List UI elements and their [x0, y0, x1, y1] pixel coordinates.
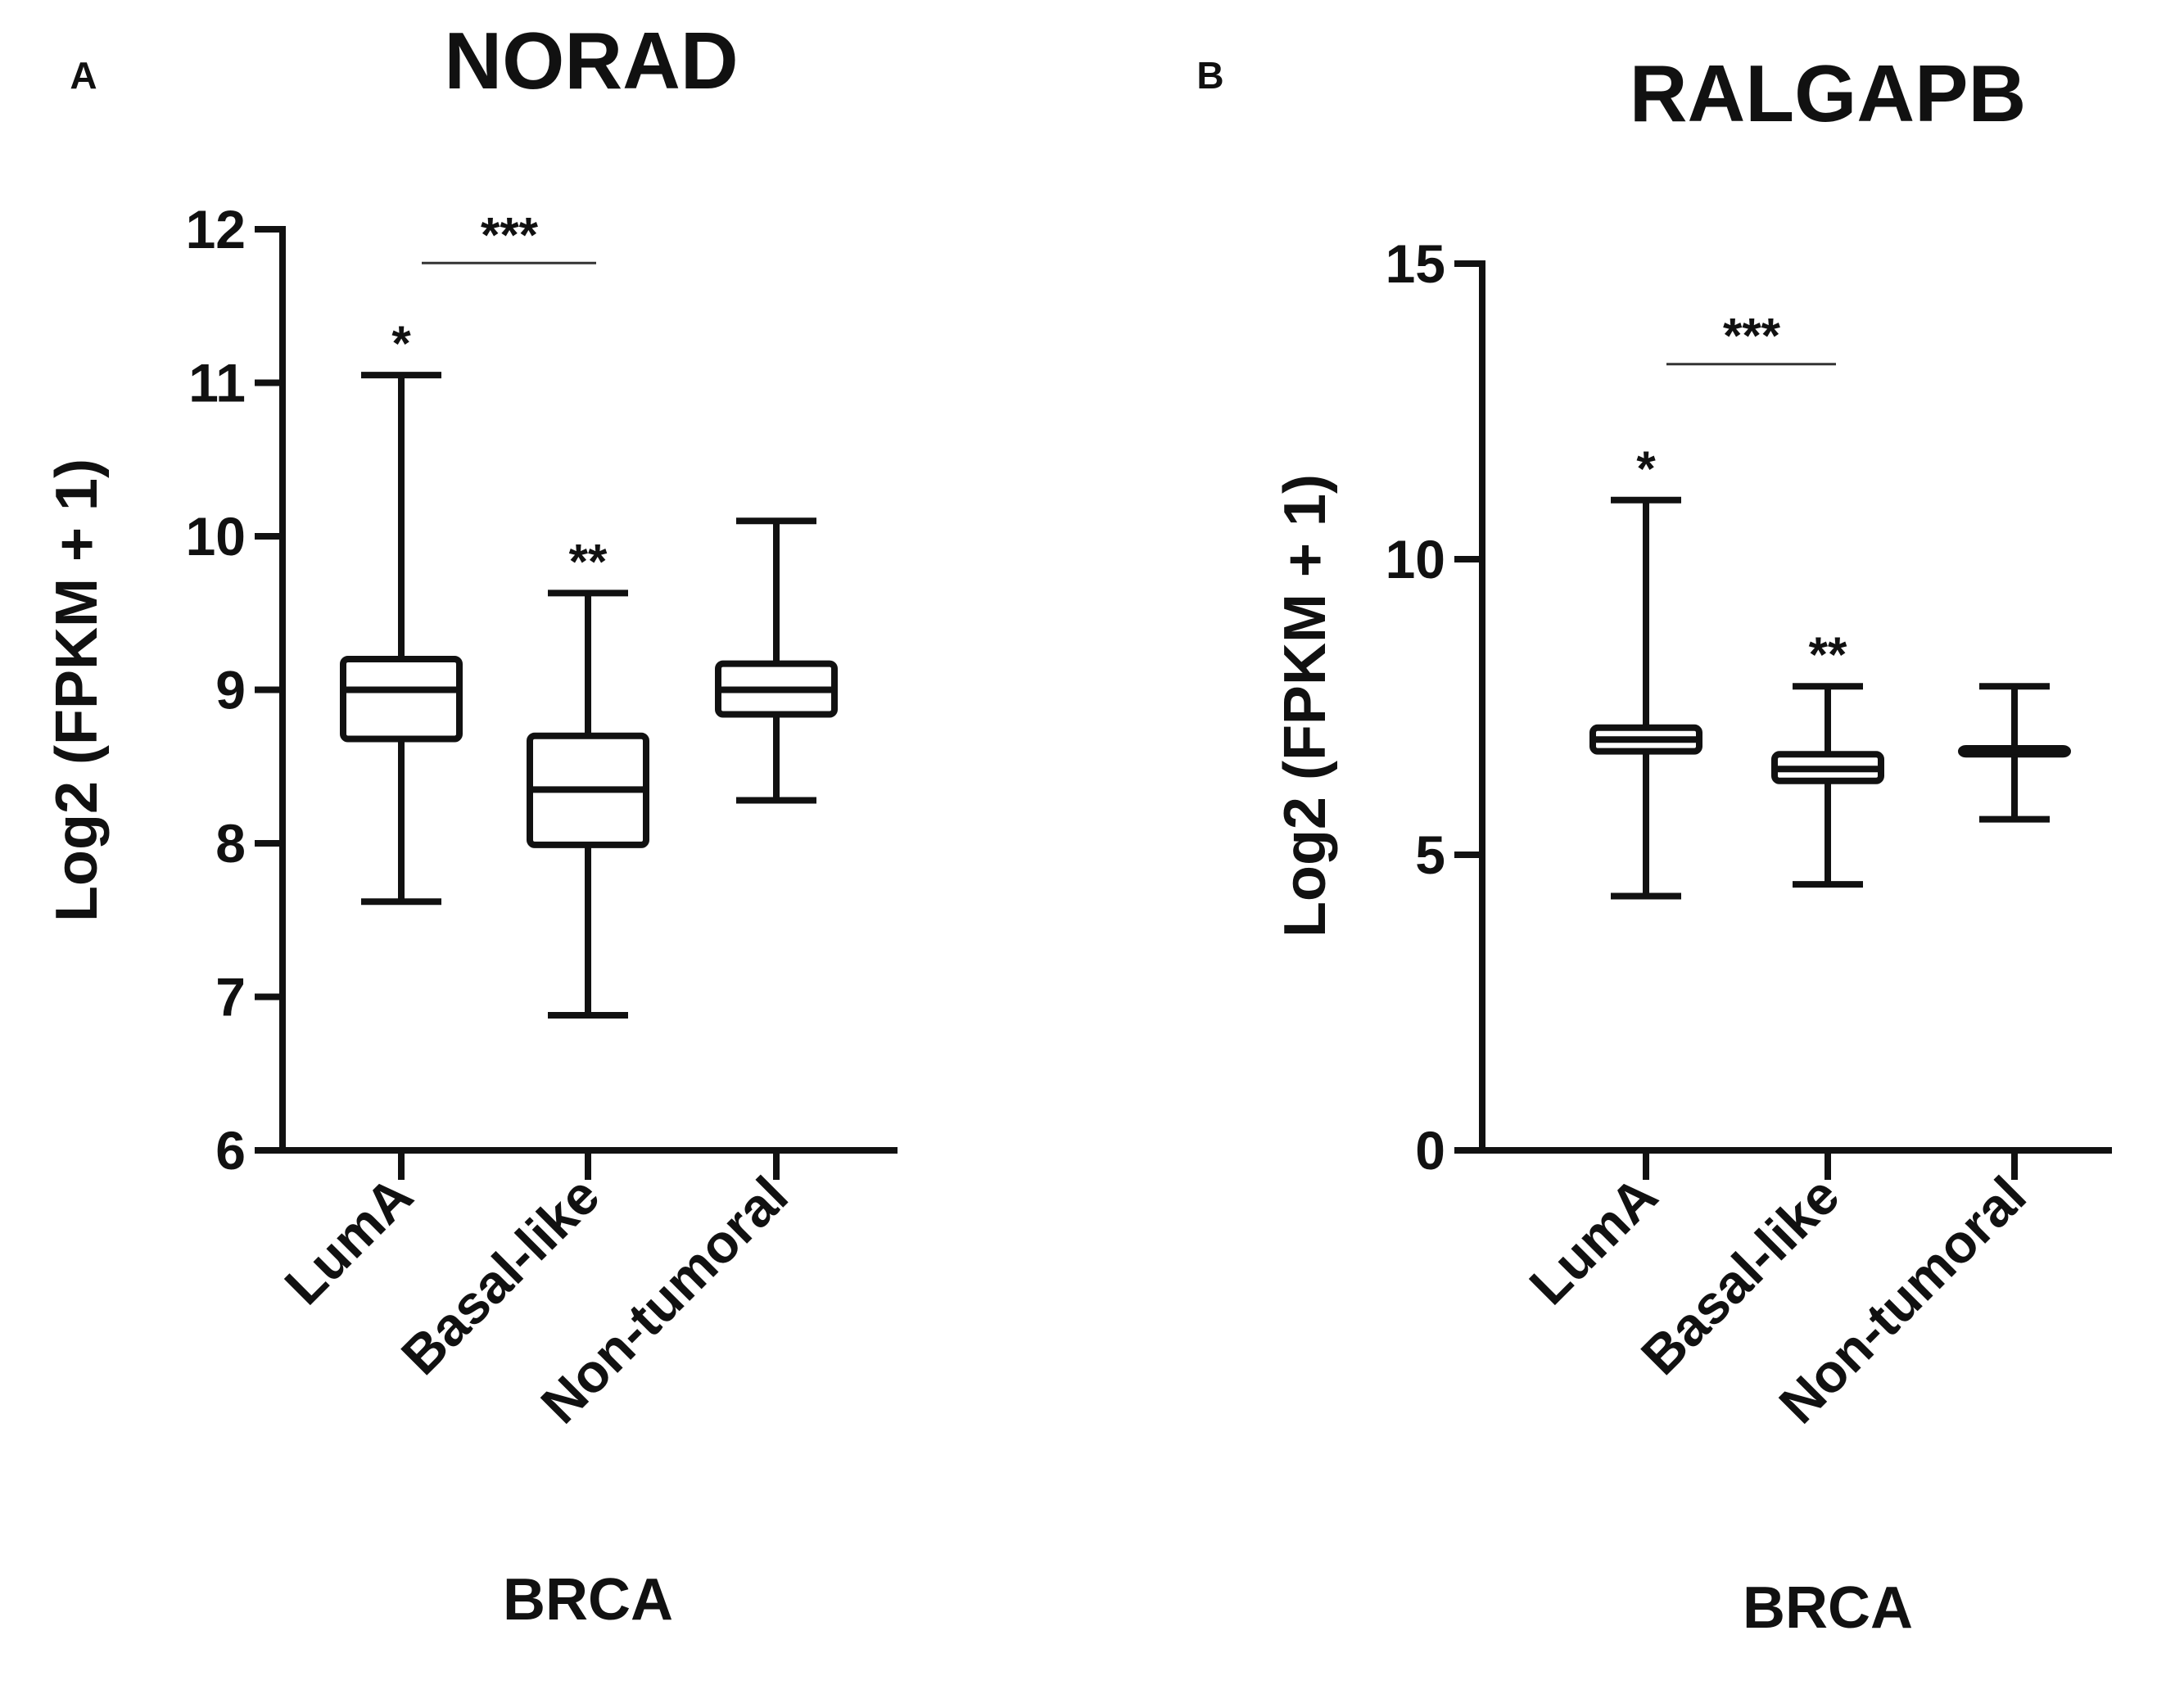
comparison-significance-label: ***: [481, 207, 539, 262]
box-iqr: [340, 656, 463, 743]
x-axis-label: BRCA: [1743, 1575, 1913, 1641]
chart-title: RALGAPB: [1630, 48, 2027, 138]
y-axis-label: Log2 (FPKM + 1): [1273, 474, 1338, 937]
y-tick-label: 6: [215, 1120, 246, 1181]
x-axis-label: BRCA: [503, 1567, 673, 1633]
y-tick-label: 10: [186, 506, 246, 567]
box-basal-like: **: [527, 534, 649, 1019]
panel-letter: A: [70, 54, 97, 97]
x-category-label: LumA: [273, 1165, 424, 1317]
chart-title: NORAD: [444, 16, 738, 106]
y-tick-label: 8: [215, 813, 246, 874]
box-luma: *: [1589, 441, 1702, 900]
y-axis-label: Log2 (FPKM + 1): [44, 459, 110, 922]
x-category-label: LumA: [1517, 1165, 1669, 1317]
box-non-tumoral: [715, 517, 838, 804]
y-tick-label: 15: [1386, 233, 1445, 294]
y-tick-label: 12: [186, 199, 246, 260]
significance-label: **: [1809, 627, 1847, 682]
box-luma: *: [340, 316, 463, 906]
y-tick-label: 9: [215, 660, 246, 721]
significance-label: *: [391, 316, 411, 371]
significance-label: *: [1636, 441, 1656, 496]
significance-label: **: [569, 534, 608, 589]
panel-letter: B: [1196, 54, 1223, 97]
comparison-significance-label: ***: [1723, 309, 1781, 364]
y-tick-label: 7: [215, 967, 246, 1028]
y-tick-label: 0: [1415, 1120, 1445, 1181]
y-tick-label: 11: [188, 353, 246, 413]
box-non-tumoral: [1958, 683, 2071, 823]
y-tick-label: 5: [1415, 824, 1445, 885]
box-basal-like: **: [1771, 627, 1884, 888]
y-tick-label: 10: [1386, 529, 1445, 590]
